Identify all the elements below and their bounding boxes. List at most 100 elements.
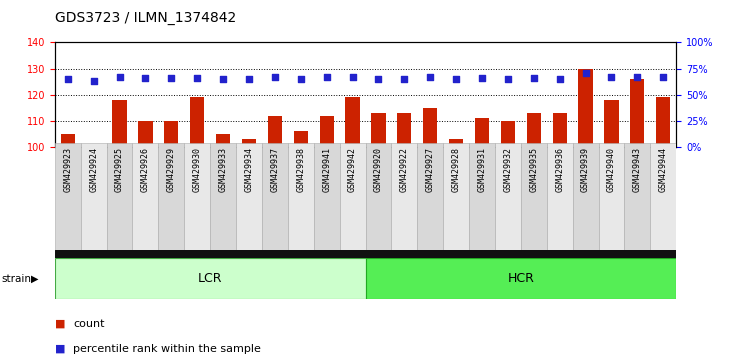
Point [502, 76, 514, 82]
Bar [262, 143, 288, 250]
Text: GSM429940: GSM429940 [607, 147, 616, 192]
Text: GSM429923: GSM429923 [64, 147, 72, 192]
Bar [190, 97, 205, 147]
Bar [547, 143, 572, 250]
Text: count: count [73, 319, 105, 329]
Bar [624, 143, 651, 250]
Text: GSM429935: GSM429935 [529, 147, 538, 192]
Text: GDS3723 / ILMN_1374842: GDS3723 / ILMN_1374842 [55, 11, 236, 25]
Text: GSM429925: GSM429925 [115, 147, 124, 192]
Point [62, 76, 74, 82]
Bar [417, 143, 443, 250]
Text: GSM429937: GSM429937 [270, 147, 279, 192]
Bar [211, 143, 236, 250]
Bar [132, 143, 159, 250]
Bar [268, 115, 282, 147]
Point [605, 74, 617, 80]
Point [165, 75, 177, 81]
Bar [443, 143, 469, 250]
Text: GSM429938: GSM429938 [296, 147, 306, 192]
Bar [423, 108, 437, 147]
Bar [340, 143, 366, 250]
Bar [346, 97, 360, 147]
Bar [184, 143, 211, 250]
Text: GSM429922: GSM429922 [400, 147, 409, 192]
Bar [391, 143, 417, 250]
Text: ▶: ▶ [31, 274, 39, 284]
Bar [164, 121, 178, 147]
Bar [236, 143, 262, 250]
Bar [521, 143, 547, 250]
Point [295, 76, 306, 82]
Bar [113, 100, 126, 147]
Text: GSM429934: GSM429934 [244, 147, 254, 192]
Point [528, 75, 539, 81]
Bar [605, 100, 618, 147]
Bar [80, 143, 107, 250]
Text: percentile rank within the sample: percentile rank within the sample [73, 344, 261, 354]
Text: ■: ■ [55, 344, 65, 354]
Bar [572, 143, 599, 250]
Point [398, 76, 410, 82]
Point [657, 74, 669, 80]
Bar [553, 113, 567, 147]
Bar [578, 69, 593, 147]
Text: GSM429929: GSM429929 [167, 147, 176, 192]
Point [346, 74, 358, 80]
Bar [138, 121, 153, 147]
Text: GSM429927: GSM429927 [425, 147, 435, 192]
Bar [216, 134, 230, 147]
Bar [397, 113, 412, 147]
Text: strain: strain [1, 274, 31, 284]
Text: GSM429924: GSM429924 [89, 147, 98, 192]
Bar [107, 143, 132, 250]
Point [476, 75, 488, 81]
Text: GSM429926: GSM429926 [141, 147, 150, 192]
Text: GSM429930: GSM429930 [193, 147, 202, 192]
Point [321, 74, 333, 80]
Bar [159, 143, 184, 250]
Point [140, 75, 151, 81]
Point [217, 76, 229, 82]
Point [580, 70, 591, 76]
Point [450, 76, 462, 82]
Bar [630, 79, 645, 147]
Bar [526, 113, 541, 147]
Point [88, 78, 99, 84]
Bar [495, 143, 520, 250]
Bar [288, 143, 314, 250]
Text: LCR: LCR [198, 272, 222, 285]
Bar [371, 113, 385, 147]
Text: GSM429939: GSM429939 [581, 147, 590, 192]
Text: GSM429931: GSM429931 [477, 147, 487, 192]
Bar [61, 134, 75, 147]
Point [554, 76, 566, 82]
Point [114, 74, 126, 80]
Text: GSM429933: GSM429933 [219, 147, 227, 192]
Bar [651, 143, 676, 250]
Bar [475, 118, 489, 147]
Point [192, 75, 203, 81]
Text: GSM429941: GSM429941 [322, 147, 331, 192]
Point [425, 74, 436, 80]
Text: GSM429944: GSM429944 [659, 147, 667, 192]
Text: GSM429943: GSM429943 [633, 147, 642, 192]
Bar [366, 143, 391, 250]
Bar [55, 258, 366, 299]
Bar [449, 139, 463, 147]
Bar [366, 258, 676, 299]
Bar [86, 144, 101, 147]
Bar [656, 97, 670, 147]
Bar [55, 143, 80, 250]
Text: HCR: HCR [507, 272, 534, 285]
Bar [319, 115, 334, 147]
Text: ■: ■ [55, 319, 65, 329]
Bar [501, 121, 515, 147]
Bar [599, 143, 624, 250]
Bar [314, 143, 340, 250]
Point [373, 76, 385, 82]
Text: GSM429932: GSM429932 [504, 147, 512, 192]
Bar [242, 139, 256, 147]
Bar [469, 143, 495, 250]
Point [269, 74, 281, 80]
